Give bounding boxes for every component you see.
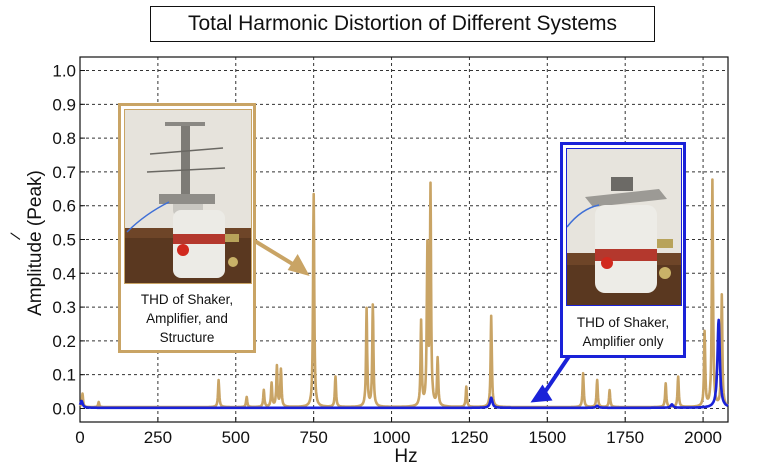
y-tick-label: 0.5 xyxy=(52,231,76,250)
y-tick-label: 0.4 xyxy=(52,264,76,283)
chart-title: Total Harmonic Distortion of Different S… xyxy=(150,6,655,42)
x-axis-label: Hz xyxy=(394,446,418,467)
caption-line: THD of Shaker, xyxy=(140,292,234,307)
y-tick-labels: 0.0 0.1 0.2 0.3 0.4 0.5 0.6 0.7 0.8 0.9 1.0 xyxy=(52,62,76,419)
x-tick-label: 250 xyxy=(144,428,172,447)
inset-structure-caption: THD of Shaker, Amplifier, and Structure xyxy=(124,290,250,347)
y-tick-label: 0.1 xyxy=(52,366,76,385)
inset-structure: THD of Shaker, Amplifier, and Structure xyxy=(118,103,256,353)
x-tick-label: 0 xyxy=(75,428,84,447)
axes xyxy=(79,56,729,423)
caption-line: Structure xyxy=(159,330,215,345)
inset-shaker-only: THD of Shaker, Amplifier only xyxy=(560,142,686,358)
caption-line: THD of Shaker, xyxy=(576,315,670,330)
x-tick-label: 1000 xyxy=(373,428,411,447)
shaker-structure-photo xyxy=(124,109,252,284)
y-tick-label: 0.3 xyxy=(52,298,76,317)
x-tick-label: 1500 xyxy=(528,428,566,447)
shaker-structure-image xyxy=(125,110,251,283)
arrow-structure-head xyxy=(287,254,310,277)
arrow-shaker-only-shaft xyxy=(540,350,574,397)
y-axis-label: Amplitude (Peak) xyxy=(25,170,46,316)
y-tick-label: 0.2 xyxy=(52,332,76,351)
x-tick-label: 1750 xyxy=(606,428,644,447)
shaker-only-image xyxy=(567,149,681,305)
shaker-only-photo xyxy=(566,148,682,306)
series-line-shaker-only xyxy=(78,318,730,410)
annotation-arrows xyxy=(238,230,574,403)
x-tick-labels: 0 250 500 750 1000 1250 1500 1750 2000 xyxy=(75,428,722,447)
x-tick-label: 750 xyxy=(299,428,327,447)
x-tick-label: 1250 xyxy=(451,428,489,447)
x-tick-label: 500 xyxy=(222,428,250,447)
inset-shaker-only-caption: THD of Shaker, Amplifier only xyxy=(566,313,680,351)
y-tick-label: 1.0 xyxy=(52,62,76,81)
y-tick-label: 0.9 xyxy=(52,95,76,114)
caption-line: Amplifier only xyxy=(582,334,664,349)
series-lines xyxy=(78,178,730,410)
x-tick-label: 2000 xyxy=(684,428,722,447)
caption-line: Amplifier, and xyxy=(146,311,228,326)
arrow-shaker-only-head xyxy=(530,384,553,403)
y-tick-label: 0.0 xyxy=(52,399,76,418)
y-tick-label: 0.6 xyxy=(52,197,76,216)
y-tick-label: 0.8 xyxy=(52,129,76,148)
y-tick-label: 0.7 xyxy=(52,163,76,182)
